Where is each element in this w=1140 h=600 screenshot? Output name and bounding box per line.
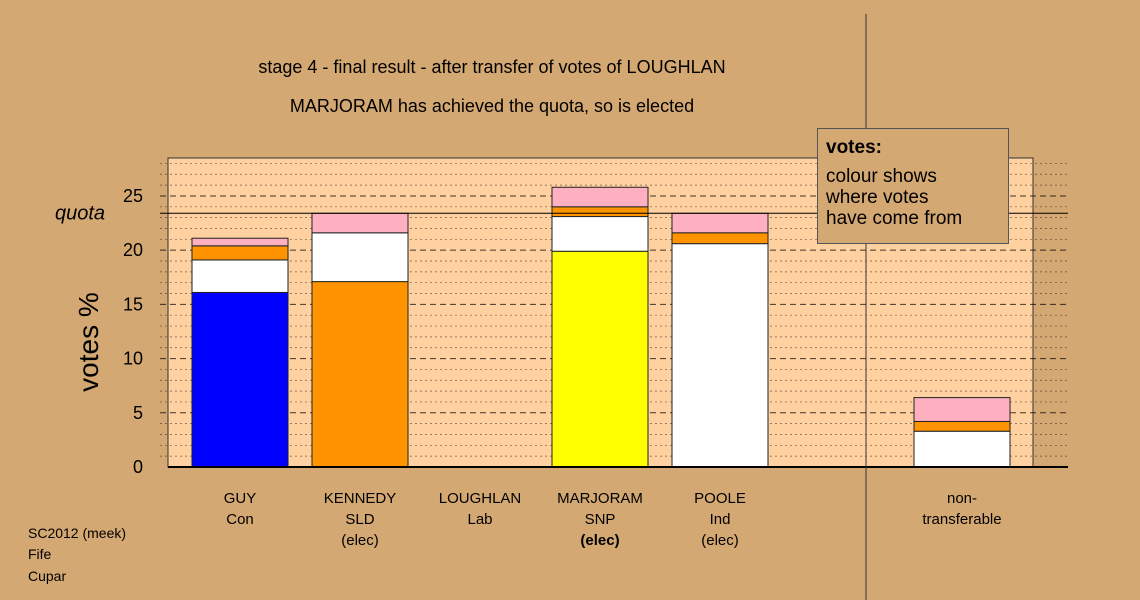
bar-segment <box>671 212 769 234</box>
bar-segment <box>191 245 289 261</box>
bar-segment <box>913 420 1011 432</box>
y-tick-label: 0 <box>133 457 143 477</box>
legend-line-2: where votes <box>826 187 929 208</box>
y-tick-label: 10 <box>123 349 143 369</box>
bar-segment <box>551 216 649 252</box>
bar-segment <box>913 430 1011 468</box>
bar-segment <box>311 232 409 283</box>
bar-segment <box>671 243 769 468</box>
footer-line-3: Cupar <box>28 568 66 584</box>
legend: votes: colour shows where votes have com… <box>817 128 1009 244</box>
bar-segment <box>551 250 649 468</box>
bar-segment <box>311 212 409 234</box>
candidate-name: MARJORAM <box>557 490 643 507</box>
chart-title: stage 4 - final result - after transfer … <box>258 57 725 77</box>
candidate-status: (elec) <box>580 532 619 549</box>
candidate-party: SLD <box>345 511 374 528</box>
candidate-labels: GUY Con KENNEDY SLD (elec) LOUGHLAN Lab MARJORA… <box>224 490 1002 549</box>
bar-segment <box>311 281 409 468</box>
y-axis-label: votes % <box>73 292 104 392</box>
bar-segment <box>671 232 769 245</box>
bar-segment <box>551 206 649 218</box>
y-tick-label: 15 <box>123 294 143 314</box>
legend-line-1: colour shows <box>826 166 937 187</box>
footer-line-1: SC2012 (meek) <box>28 525 126 541</box>
y-tick-label: 20 <box>123 240 143 260</box>
candidate-name: KENNEDY <box>324 490 397 507</box>
candidate-party: SNP <box>585 511 616 528</box>
candidate-party: Lab <box>467 511 492 528</box>
bar-segment <box>191 291 289 468</box>
candidate-party: Con <box>226 511 254 528</box>
y-tick-label: 5 <box>133 403 143 423</box>
candidate-status: (elec) <box>701 532 739 549</box>
candidate-name: non- <box>947 490 977 507</box>
quota-label: quota <box>55 202 105 224</box>
candidate-party: transferable <box>922 511 1001 528</box>
bars <box>191 186 1011 468</box>
candidate-name: GUY <box>224 490 257 507</box>
y-tick-label: 25 <box>123 186 143 206</box>
chart-subtitle: MARJORAM has achieved the quota, so is e… <box>290 96 694 116</box>
bar-segment <box>191 259 289 293</box>
candidate-name: LOUGHLAN <box>439 490 522 507</box>
candidate-status: (elec) <box>341 532 379 549</box>
footer-line-2: Fife <box>28 546 52 562</box>
bar-segment <box>191 237 289 247</box>
candidate-name: POOLE <box>694 490 746 507</box>
candidate-party: Ind <box>710 511 731 528</box>
y-ticks: 0 5 10 15 20 25 <box>123 186 143 477</box>
legend-line-3: have come from <box>826 208 963 229</box>
bar-segment <box>551 186 649 208</box>
bar-segment <box>913 397 1011 422</box>
legend-title: votes: <box>826 137 882 158</box>
